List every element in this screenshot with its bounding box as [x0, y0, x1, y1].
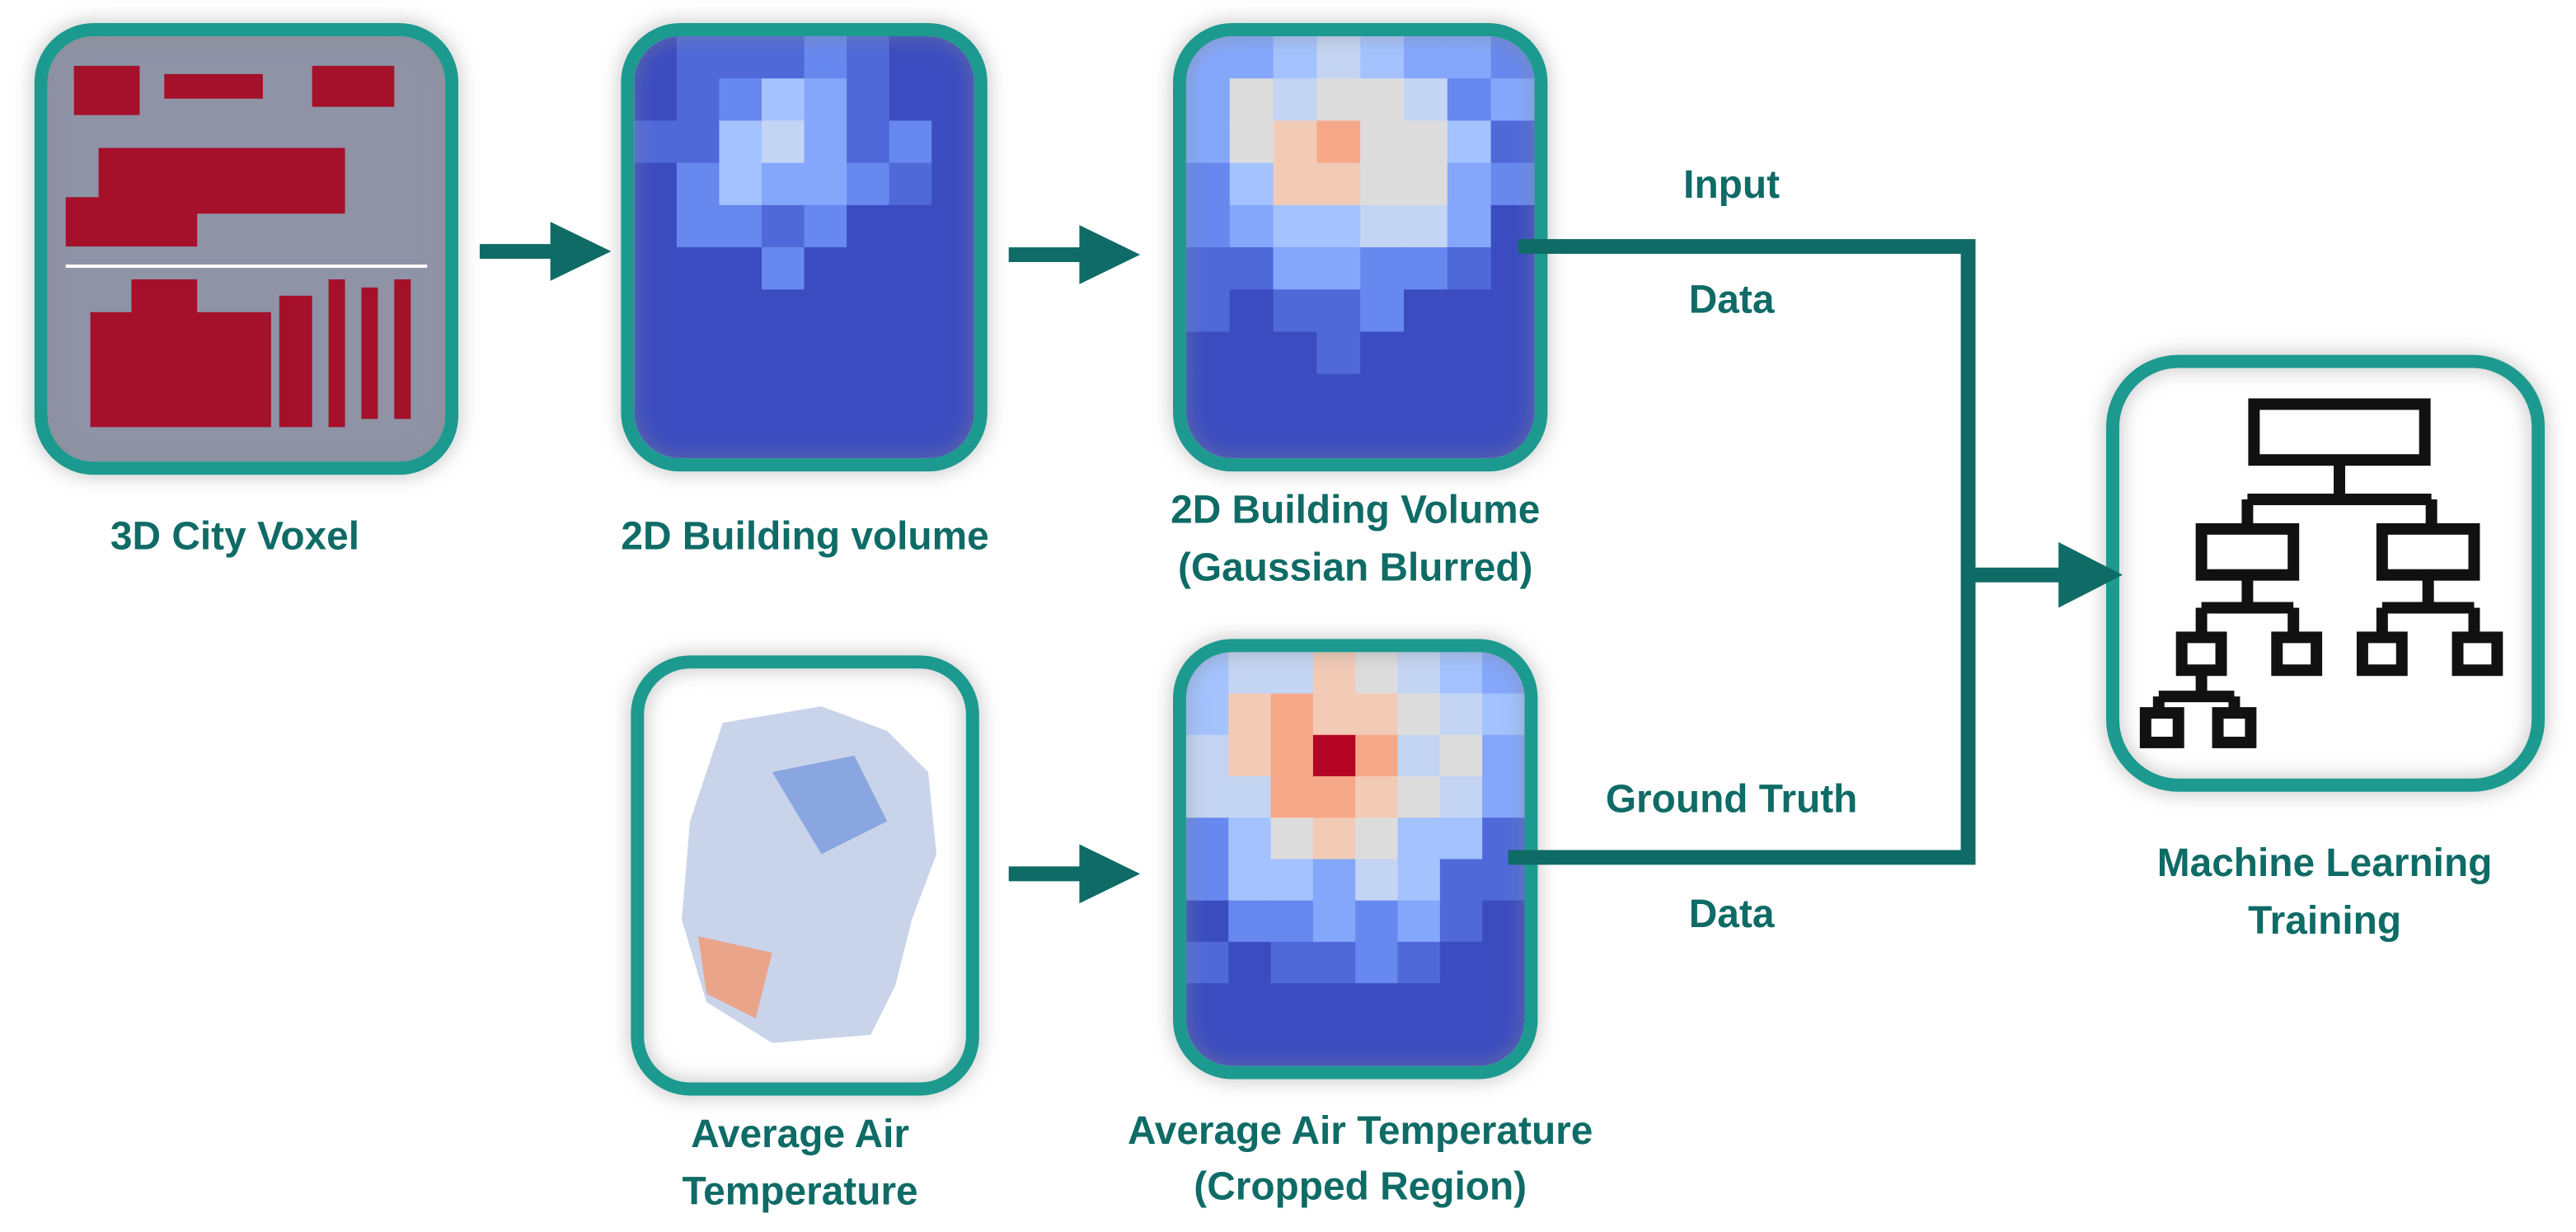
edge-label: Data	[1689, 278, 1775, 321]
ml-icon	[2139, 398, 2503, 748]
heatmap-image	[634, 35, 974, 459]
node-label: 2D Building volume	[621, 514, 988, 558]
node-label: Machine Learning	[2157, 841, 2493, 885]
node-label: Average Air	[691, 1113, 909, 1156]
heatmap-image	[1185, 652, 1525, 1066]
heatmap-image	[1185, 35, 1535, 459]
node-label: Temperature	[682, 1170, 917, 1214]
node-label: 2D Building Volume	[1171, 489, 1540, 532]
edge-label: Input	[1683, 163, 1780, 207]
image-content	[634, 35, 1535, 1066]
arrows	[479, 222, 2123, 904]
node-label: 3D City Voxel	[110, 514, 359, 558]
city-voxel-image	[47, 35, 446, 462]
node-label: (Gaussian Blurred)	[1178, 546, 1533, 589]
edge-label: Data	[1689, 892, 1775, 936]
node-label: Training	[2248, 899, 2401, 943]
node-label: (Cropped Region)	[1194, 1165, 1527, 1209]
labels: 3D City Voxel 2D Building volume 2D Buil…	[110, 163, 2492, 1214]
edge-label: Ground Truth	[1606, 777, 1858, 821]
node-label: Average Air Temperature	[1128, 1109, 1593, 1153]
